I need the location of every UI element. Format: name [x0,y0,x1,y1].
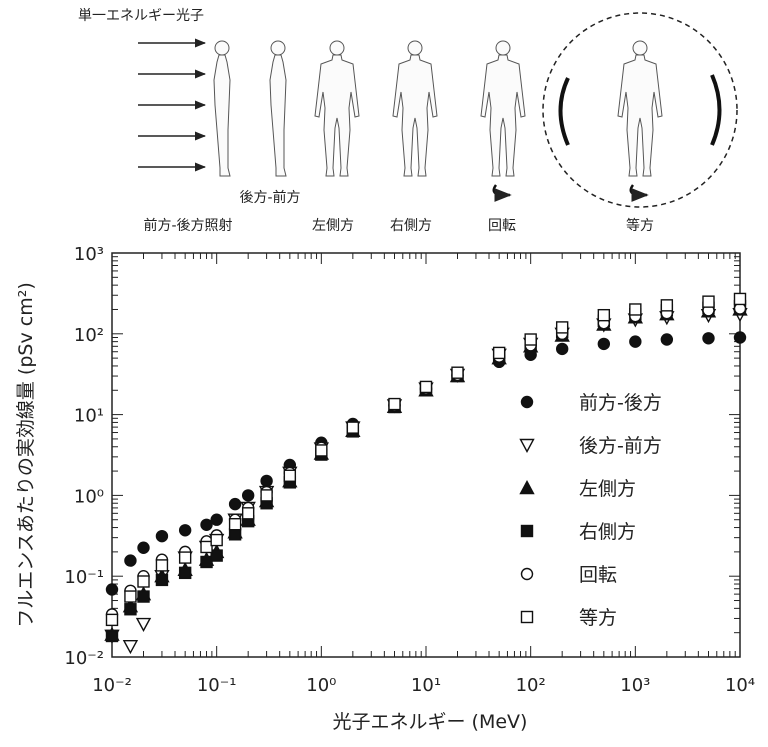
point [346,421,360,434]
point [105,583,119,596]
point [419,380,433,394]
point [105,613,119,627]
y-tick-label: 10⁰ [74,486,104,507]
point [210,513,223,526]
legend-marker [519,438,535,453]
point [555,342,569,356]
x-axis-label: 光子エネルギー (MeV) [333,711,528,733]
point [283,469,297,482]
legend-label: 前方-後方 [579,392,662,414]
x-tick-label: 10² [516,675,546,696]
point [178,524,192,537]
point [228,518,242,531]
label: 左側方 [312,218,354,234]
point [241,507,255,520]
point [124,554,137,567]
point [660,333,674,346]
point [155,529,169,543]
point [155,559,169,572]
label: 後方-前方 [239,189,300,206]
y-tick-label: 10³ [74,244,104,265]
point [629,303,642,316]
point [178,566,192,580]
point [524,333,537,346]
x-tick-label: 10⁻² [92,675,132,696]
label: 等方 [626,217,654,234]
point [200,555,213,569]
point [660,299,674,312]
point [733,331,747,344]
label: 回転 [488,218,516,234]
point [200,540,213,554]
legend-marker [520,610,534,624]
x-tick-label: 10¹ [411,675,441,696]
legend-label: 左側方 [579,478,636,500]
point [597,337,611,351]
legend-label: 右側方 [579,521,636,543]
legend-label: 等方 [579,607,617,629]
legend-label: 回転 [579,564,617,586]
legend-marker [519,480,535,495]
point [260,489,273,502]
legend-marker [520,395,534,409]
point [155,573,169,587]
point [451,366,464,379]
y-axis-label: フルエンスあたりの実効線量 (pSv cm²) [15,282,37,627]
illustration: 単一エネルギー光子 後方-前方 前方-後方照射 左側方 右側方 回転 等方 [78,8,738,234]
label: 前方-後方照射 [143,217,232,234]
label: 右側方 [390,218,432,234]
point [702,332,715,345]
x-tick-label: 10³ [620,675,650,696]
legend-marker [520,524,534,538]
point [137,575,150,588]
point [555,321,569,334]
point [315,444,328,457]
x-tick-label: 10⁻¹ [197,675,237,696]
point [241,489,255,502]
x-tick-label: 10⁰ [306,675,336,696]
point [702,295,715,308]
point [124,603,137,616]
point [105,629,119,643]
point [597,308,611,322]
point [260,474,273,488]
point [388,397,401,411]
point [492,346,506,360]
point [137,590,150,603]
y-tick-label: 10⁻² [64,648,104,669]
point [210,533,223,547]
y-tick-label: 10¹ [74,406,104,427]
point [137,541,150,554]
point [733,292,747,306]
point [124,590,137,603]
point [200,518,213,531]
point [228,528,242,541]
point [629,335,642,348]
point [135,617,152,632]
beam-label: 単一エネルギー光子 [78,8,204,24]
x-tick-label: 10⁴ [725,675,755,696]
point [178,551,192,564]
y-tick-label: 10² [74,325,104,346]
legend-marker [520,567,534,581]
point [122,640,139,655]
y-tick-label: 10⁻¹ [64,567,104,588]
point [228,497,242,511]
legend-label: 後方-前方 [579,435,662,457]
point [210,549,223,562]
